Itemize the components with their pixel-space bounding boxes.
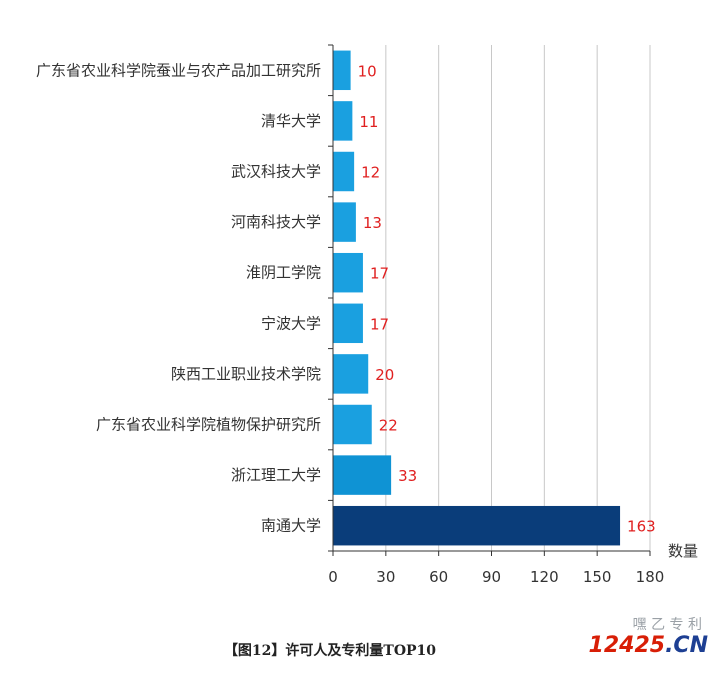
x-tick-label: 0 <box>328 568 338 586</box>
bars: 10 11 12 13 17 17 20 22 33 163 <box>333 50 656 546</box>
value-label: 10 <box>358 62 377 80</box>
value-label: 17 <box>370 315 389 333</box>
watermark-site-number: 12425 <box>588 633 666 658</box>
watermark-site-domain: .CN <box>665 633 708 658</box>
x-tick-label: 30 <box>376 568 395 586</box>
x-tick-label: 60 <box>429 568 448 586</box>
category-label: 武汉科技大学 <box>231 163 321 181</box>
bar <box>333 101 353 141</box>
category-label: 宁波大学 <box>261 314 321 332</box>
watermark-site: 12425.CN <box>589 634 708 658</box>
x-axis-label: 数量 <box>668 542 698 560</box>
value-label: 12 <box>361 164 380 182</box>
value-label: 22 <box>379 417 398 435</box>
x-tick-label: 150 <box>583 568 612 586</box>
x-tick-label: 120 <box>530 568 559 586</box>
x-tick-label: 90 <box>482 568 501 586</box>
watermark-source: 嘿 乙 专 利 <box>632 617 702 633</box>
grid-lines <box>385 45 651 551</box>
value-label: 163 <box>627 518 656 536</box>
bar <box>333 404 372 445</box>
category-label: 清华大学 <box>261 112 321 130</box>
bar <box>333 303 363 344</box>
bar <box>333 151 355 192</box>
bar <box>333 202 356 242</box>
value-label: 33 <box>398 467 417 485</box>
category-label: 浙江理工大学 <box>231 466 321 484</box>
category-label: 河南科技大学 <box>231 213 321 231</box>
category-label: 南通大学 <box>261 517 321 535</box>
category-label: 广东省农业科学院蚕业与农产品加工研究所 <box>36 61 321 79</box>
category-label: 淮阴工学院 <box>246 264 321 282</box>
bar <box>333 505 621 546</box>
bar <box>333 455 392 495</box>
bar <box>333 50 351 91</box>
category-label: 广东省农业科学院植物保护研究所 <box>96 416 321 434</box>
x-tick-label: 180 <box>636 568 665 586</box>
bar <box>333 252 363 293</box>
value-label: 20 <box>375 366 394 384</box>
category-label: 陕西工业职业技术学院 <box>171 365 321 383</box>
value-label: 17 <box>370 265 389 283</box>
value-label: 13 <box>363 214 382 232</box>
axes: 0 30 60 90 120 150 180 广东省农业科学院蚕业与农产品加工研究所清华大学武… <box>36 44 665 586</box>
watermark: 嘿 乙 专 利 12425.CN <box>589 614 708 658</box>
value-label: 11 <box>359 113 378 131</box>
bar <box>333 354 369 394</box>
bar-chart: 10 11 12 13 17 17 20 22 33 163 0 30 60 90 120 150 180 广东… <box>36 44 698 586</box>
figure-caption: 【图12】许可人及专利量TOP10 <box>223 643 437 659</box>
